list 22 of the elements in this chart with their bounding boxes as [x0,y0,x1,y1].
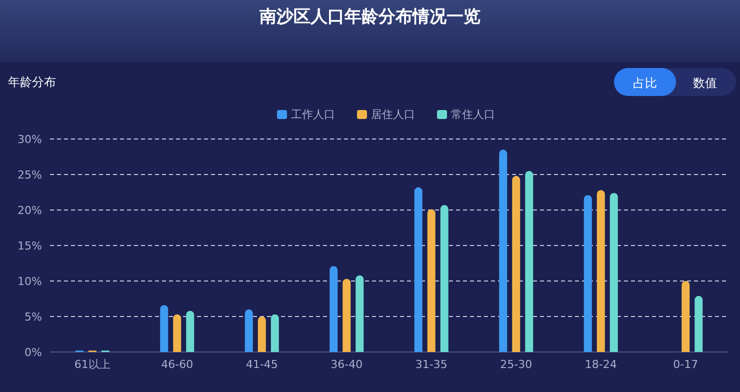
y-tick-label: 20% [18,204,42,217]
y-tick-label: 0% [24,346,42,359]
y-tick-label: 25% [18,168,42,182]
x-tick-label: 41-45 [246,358,278,371]
y-axis-title: 年龄分布 [8,75,56,89]
legend-label: 常住人口 [451,108,495,121]
chart-title: 南沙区人口年龄分布情况一览 [258,7,480,27]
legend-label: 工作人口 [291,108,335,121]
x-tick-label: 25-30 [500,358,532,371]
y-tick-label: 30% [18,133,42,146]
text: 占比 [633,76,657,90]
x-tick-label: 61以上 [74,358,110,371]
x-tick-label: 46-60 [161,358,194,371]
x-tick-label: 18-24 [584,358,617,371]
x-tick-label: 0-17 [673,358,698,371]
x-tick-label: 31-35 [415,358,448,371]
y-tick-label: 5% [24,310,42,324]
y-tick-label: 15% [18,240,42,252]
legend-label: 居住人口 [371,108,415,121]
y-tick-label: 10% [18,275,42,288]
text: 数值 [693,76,717,90]
x-tick-label: 36-40 [330,358,363,371]
